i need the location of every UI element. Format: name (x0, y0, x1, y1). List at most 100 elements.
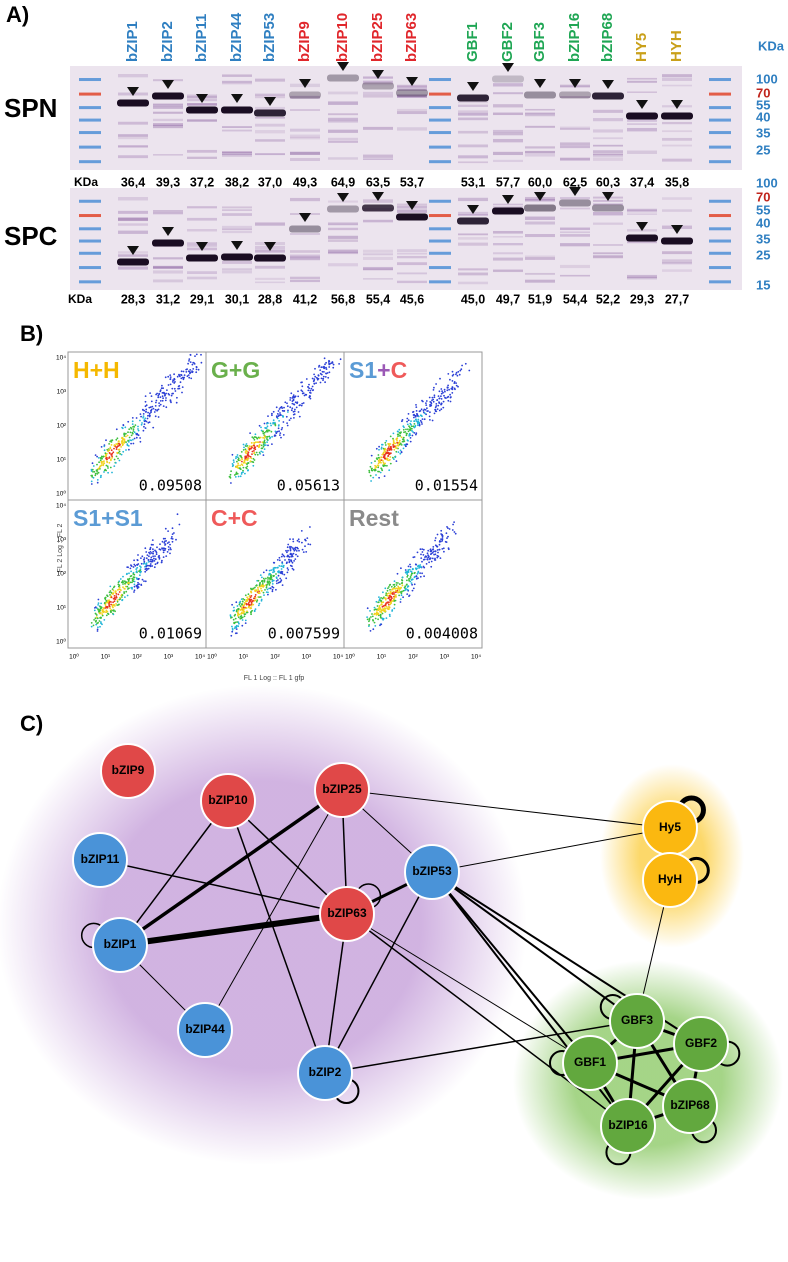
event-dot (272, 583, 274, 585)
event-dot (439, 390, 441, 392)
gel-smear (525, 109, 555, 111)
event-dot (136, 417, 138, 419)
event-dot (239, 465, 241, 467)
event-dot (460, 368, 462, 370)
gel-smear (255, 222, 285, 225)
protein-band (186, 255, 218, 262)
event-dot (163, 549, 165, 551)
event-dot (442, 407, 444, 409)
event-dot (411, 426, 413, 428)
gel-smear (593, 137, 623, 139)
event-dot (453, 382, 455, 384)
event-dot (303, 402, 305, 404)
event-dot (167, 542, 169, 544)
event-dot (443, 551, 445, 553)
event-dot (139, 437, 141, 439)
event-dot (378, 471, 380, 473)
ladder-band (429, 240, 451, 243)
event-dot (289, 538, 291, 540)
event-dot (135, 424, 137, 426)
event-dot (134, 431, 136, 433)
event-dot (426, 410, 428, 412)
event-dot (124, 440, 126, 442)
event-dot (253, 598, 255, 600)
protein-band (492, 76, 524, 83)
gel-smear (458, 214, 488, 216)
gel-smear (525, 256, 555, 259)
gel-smear (222, 261, 252, 264)
event-dot (378, 596, 380, 598)
event-dot (314, 376, 316, 378)
event-dot (432, 548, 434, 550)
event-dot (263, 594, 265, 596)
node-label: bZIP16 (608, 1118, 648, 1132)
event-dot (264, 579, 266, 581)
event-dot (372, 616, 374, 618)
event-dot (137, 554, 139, 556)
ladder-band (79, 106, 101, 109)
event-dot (249, 598, 251, 600)
event-dot (116, 447, 118, 449)
event-dot (446, 541, 448, 543)
event-dot (291, 397, 293, 399)
event-dot (293, 394, 295, 396)
event-dot (278, 565, 280, 567)
event-dot (113, 465, 115, 467)
event-dot (155, 402, 157, 404)
event-dot (255, 441, 257, 443)
marker-label: 25 (756, 142, 770, 157)
event-dot (188, 358, 190, 360)
event-dot (405, 445, 407, 447)
event-dot (146, 562, 148, 564)
event-dot (254, 587, 256, 589)
event-dot (150, 559, 152, 561)
band-size: 63,5 (366, 175, 390, 189)
event-dot (403, 427, 405, 429)
event-dot (259, 585, 261, 587)
protein-band (661, 238, 693, 245)
event-dot (303, 551, 305, 553)
event-dot (250, 612, 252, 614)
event-dot (251, 605, 253, 607)
event-dot (100, 465, 102, 467)
event-dot (97, 629, 99, 631)
event-dot (377, 618, 379, 620)
event-dot (437, 552, 439, 554)
event-dot (385, 599, 387, 601)
event-dot (241, 458, 243, 460)
y-tick-label: 10⁰ (56, 490, 66, 498)
event-dot (267, 425, 269, 427)
event-dot (231, 604, 233, 606)
band-size: 54,4 (563, 292, 587, 306)
event-dot (134, 584, 136, 586)
gel-smear (560, 208, 590, 210)
event-dot (137, 587, 139, 589)
y-tick-label: 10³ (57, 389, 67, 396)
event-dot (238, 610, 240, 612)
event-dot (232, 465, 234, 467)
event-dot (373, 469, 375, 471)
event-dot (411, 571, 413, 573)
event-dot (124, 442, 126, 444)
event-dot (237, 605, 239, 607)
event-dot (399, 583, 401, 585)
x-tick-label: 10³ (164, 654, 174, 661)
gel-smear (153, 266, 183, 269)
event-dot (100, 603, 102, 605)
event-dot (380, 456, 382, 458)
event-dot (313, 378, 315, 380)
event-dot (250, 613, 252, 615)
event-dot (144, 420, 146, 422)
event-dot (196, 369, 198, 371)
gel-smear (593, 252, 623, 254)
event-dot (127, 578, 129, 580)
event-dot (280, 414, 282, 416)
event-dot (260, 588, 262, 590)
event-dot (278, 571, 280, 573)
event-dot (244, 460, 246, 462)
event-dot (415, 563, 417, 565)
event-dot (148, 559, 150, 561)
event-dot (370, 466, 372, 468)
gel-smear (363, 220, 393, 223)
event-dot (427, 550, 429, 552)
